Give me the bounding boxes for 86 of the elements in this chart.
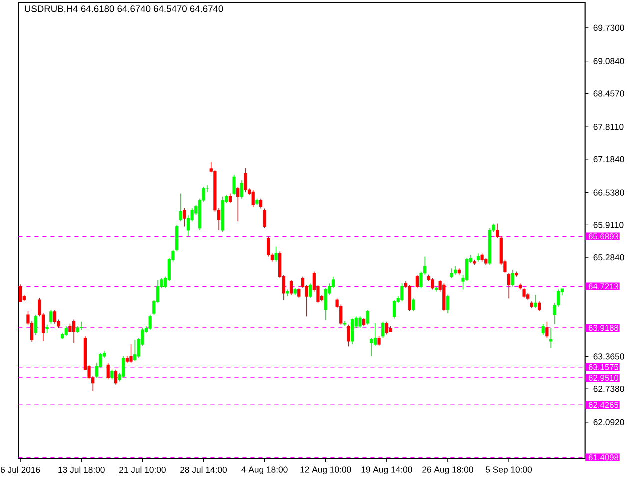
- candlestick: [286, 289, 290, 297]
- candlestick: [458, 268, 461, 276]
- y-tick-label: 66.5380: [594, 190, 624, 196]
- candlestick: [389, 326, 392, 332]
- candlestick: [362, 318, 366, 327]
- candlestick: [546, 321, 549, 339]
- candlestick: [134, 340, 137, 362]
- candlestick: [183, 208, 186, 228]
- candlestick: [450, 268, 454, 279]
- x-tick-label: 26 Aug 18:00: [422, 466, 474, 475]
- y-tick-label: 67.1840: [594, 156, 624, 163]
- candlestick: [542, 324, 545, 336]
- candlestick: [80, 321, 84, 330]
- candlestick: [114, 370, 118, 386]
- candlestick: [446, 294, 450, 314]
- ref-line-label: 63.9188: [588, 325, 619, 332]
- y-tick-label: 62.7380: [594, 386, 624, 392]
- x-tick-label: 19 Aug 14:00: [362, 466, 412, 475]
- candlestick: [19, 284, 22, 303]
- y-tick-label: 69.0840: [594, 58, 624, 64]
- candlestick: [476, 253, 480, 262]
- y-tick-label: 69.7300: [594, 24, 624, 32]
- candlestick: [522, 288, 526, 298]
- ref-line-label: 61.4098: [588, 454, 619, 461]
- candlestick: [298, 288, 301, 298]
- ref-line-label: 62.9510: [588, 375, 619, 382]
- candlestick: [72, 319, 76, 344]
- x-tick-label: 4 Aug 18:00: [242, 466, 288, 475]
- ref-line-label: 65.6893: [588, 234, 619, 240]
- candlestick: [263, 208, 266, 229]
- candlestick: [416, 275, 419, 289]
- candlestick: [412, 298, 416, 312]
- y-tick-label: 67.8110: [594, 124, 624, 130]
- y-tick-label: 63.3650: [594, 354, 624, 360]
- candlestick: [290, 280, 294, 296]
- ref-line-label: 62.4265: [588, 402, 619, 408]
- candlestick: [408, 284, 412, 312]
- candlestick: [274, 246, 278, 262]
- x-tick-label: 28 Jul 14:00: [180, 466, 227, 474]
- candlestick: [434, 286, 438, 292]
- candlestick: [232, 174, 236, 196]
- ref-line-label: 64.7213: [588, 284, 619, 290]
- candlestick: [530, 301, 534, 309]
- candlestick: [351, 318, 354, 345]
- candlestick: [549, 328, 553, 348]
- candlestick: [358, 316, 362, 328]
- candlestick: [179, 193, 182, 222]
- candlestick: [378, 336, 381, 346]
- candlestick: [64, 326, 68, 337]
- y-tick-label: 65.2840: [594, 254, 624, 261]
- candlestick: [515, 271, 518, 278]
- x-tick-label: 6 Jul 2016: [1, 466, 40, 474]
- candlestick: [46, 324, 49, 334]
- candlestick: [484, 258, 488, 266]
- ref-line-label: 63.1575: [588, 364, 619, 370]
- candlestick: [431, 278, 434, 290]
- candlestick: [343, 320, 346, 326]
- candlestick: [473, 260, 476, 266]
- chart-title: USDRUB,H4 64.6180 64.6740 64.5470 64.6740: [25, 6, 224, 14]
- candlestick: [130, 344, 133, 364]
- candlestick: [511, 270, 514, 288]
- x-tick-label: 13 Jul 18:00: [58, 466, 105, 474]
- y-tick-label: 68.4570: [594, 90, 624, 97]
- candlestick: [244, 168, 248, 193]
- candlestick: [53, 310, 56, 324]
- candlestick: [324, 288, 328, 321]
- x-tick-label: 21 Jul 10:00: [120, 466, 166, 474]
- candlestick: [347, 324, 350, 347]
- x-tick-label: 5 Sep 10:00: [486, 466, 532, 475]
- candlestick: [538, 301, 542, 312]
- y-tick-label: 62.0920: [594, 419, 624, 426]
- candlestick: [256, 198, 259, 206]
- candlestick: [76, 326, 80, 334]
- candlestick: [534, 294, 538, 309]
- candlestick: [228, 193, 232, 204]
- y-tick-label: 65.9110: [594, 222, 624, 228]
- candlestick: [392, 300, 396, 320]
- candlestick: [110, 370, 114, 380]
- candlestick: [496, 223, 500, 238]
- candlestick: [454, 266, 458, 276]
- candlestick: [122, 356, 126, 378]
- candlestick: [236, 186, 240, 222]
- candlestick: [50, 310, 53, 324]
- candlestick: [507, 272, 511, 299]
- candlestick: [259, 198, 263, 210]
- x-tick-label: 12 Aug 10:00: [300, 466, 352, 475]
